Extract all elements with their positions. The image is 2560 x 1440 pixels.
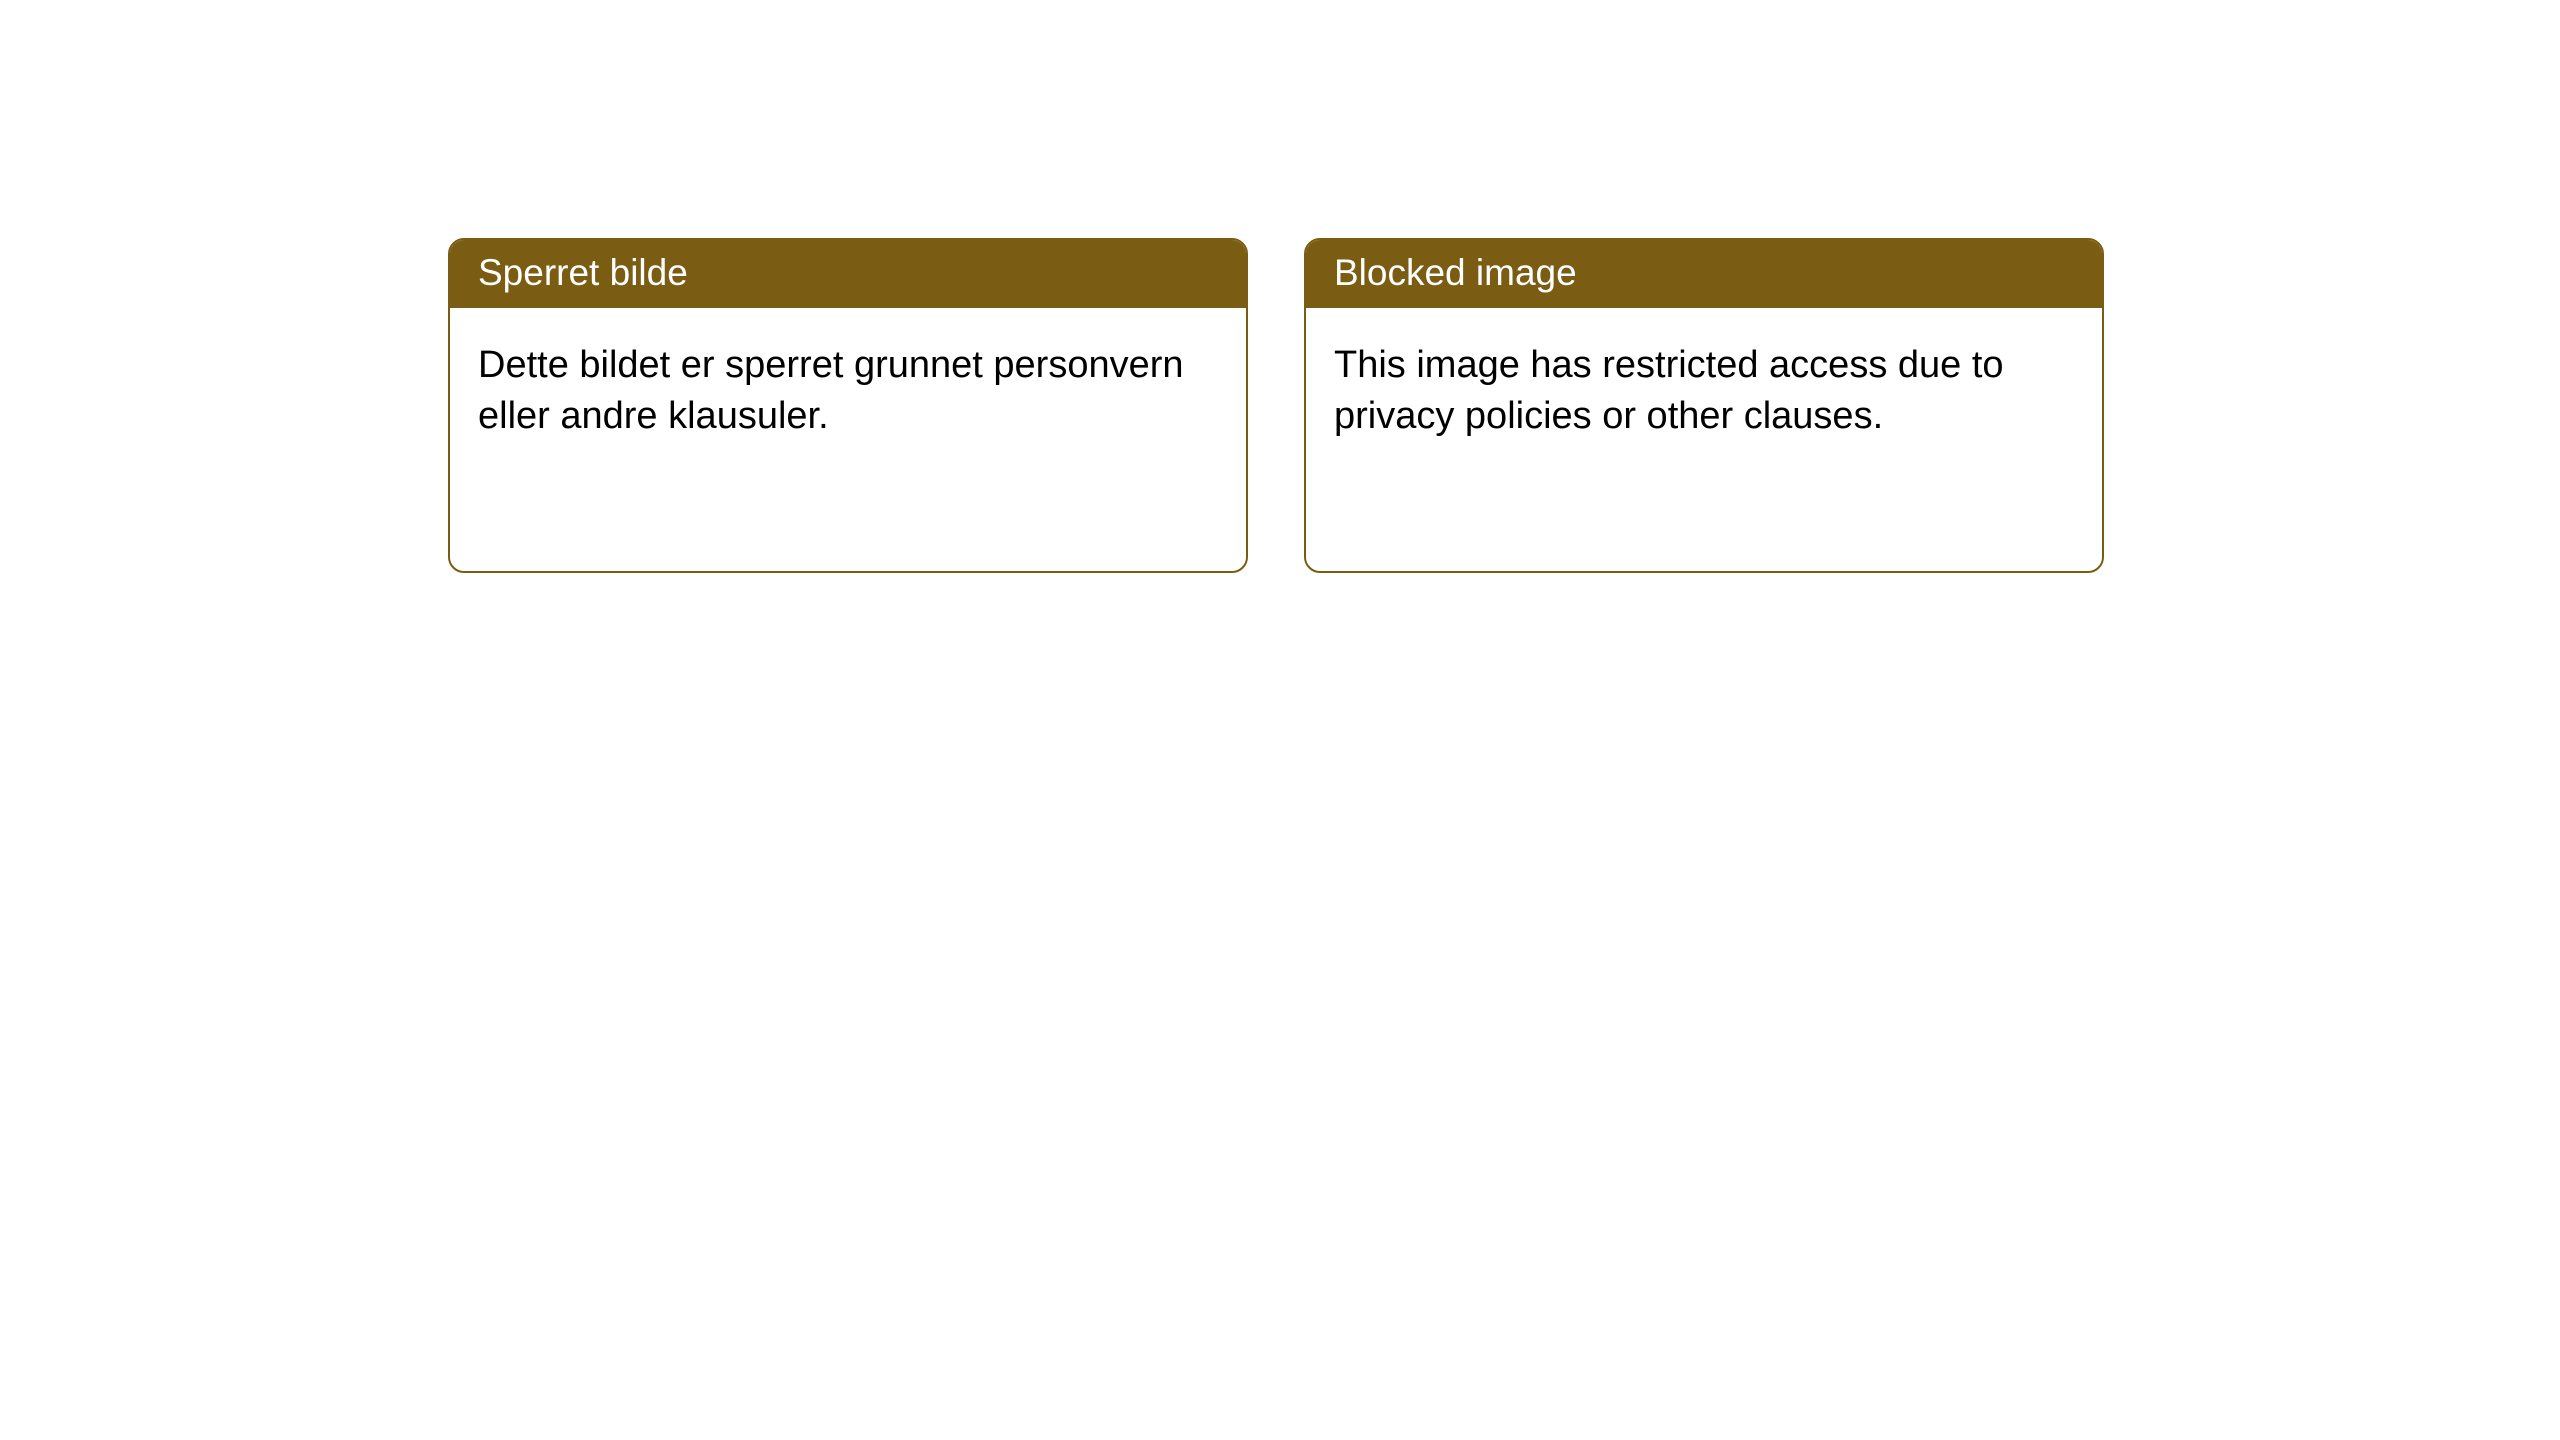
notice-card-norwegian: Sperret bilde Dette bildet er sperret gr… bbox=[448, 238, 1248, 573]
notice-cards-container: Sperret bilde Dette bildet er sperret gr… bbox=[448, 238, 2104, 573]
notice-text: This image has restricted access due to … bbox=[1334, 344, 2004, 437]
notice-body-norwegian: Dette bildet er sperret grunnet personve… bbox=[450, 308, 1246, 475]
notice-title: Sperret bilde bbox=[478, 252, 688, 293]
notice-header-english: Blocked image bbox=[1306, 240, 2102, 308]
notice-body-english: This image has restricted access due to … bbox=[1306, 308, 2102, 475]
notice-text: Dette bildet er sperret grunnet personve… bbox=[478, 344, 1184, 437]
notice-title: Blocked image bbox=[1334, 252, 1577, 293]
notice-header-norwegian: Sperret bilde bbox=[450, 240, 1246, 308]
notice-card-english: Blocked image This image has restricted … bbox=[1304, 238, 2104, 573]
